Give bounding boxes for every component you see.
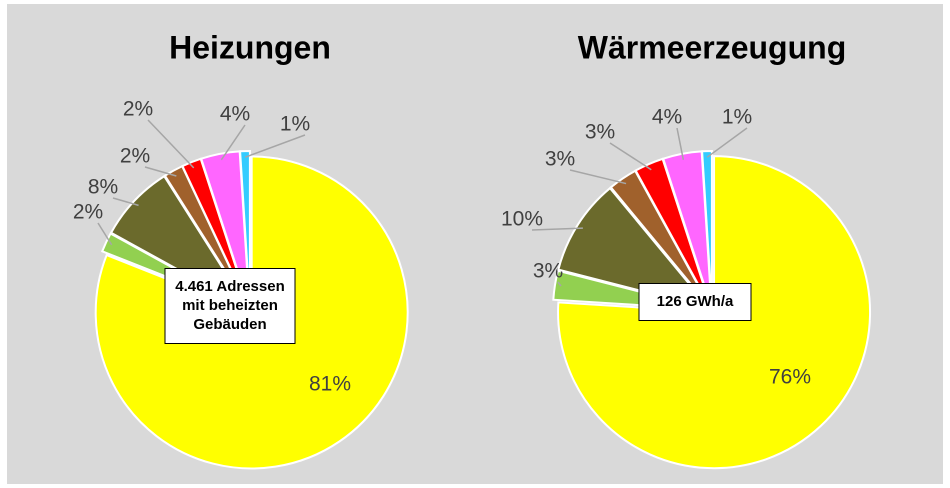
leader-line [706,127,748,158]
chart-title: Heizungen [169,29,331,65]
pie-slice [557,186,713,311]
chart-title: Wärmeerzeugung [578,29,846,65]
annotation-text: mit beheizten [182,297,278,314]
data-label: 2% [73,201,103,224]
pie-slice [701,150,713,308]
leader-line [97,222,113,246]
leader-line [147,119,195,169]
leader-line [144,166,177,177]
data-label: 10% [501,208,543,231]
data-label: 3% [533,260,563,283]
annotation-text: 4.461 Adressen [175,278,285,295]
data-label: 1% [722,106,752,129]
leader-line [244,134,306,158]
data-label: 2% [123,98,153,121]
data-label: 81% [309,373,351,396]
leader-line [569,169,627,185]
leader-line [220,124,246,161]
leader-line [557,281,562,287]
leader-line [676,127,685,160]
annotation-text: 126 GWh/a [657,293,734,310]
data-label: 2% [120,145,150,168]
data-label: 76% [769,366,811,389]
pie-slice [557,155,872,470]
data-label: 8% [88,176,118,199]
annotation-box [638,283,752,321]
data-label: 1% [280,113,310,136]
leader-line [112,197,139,207]
leader-line [609,142,652,171]
data-label: 4% [652,106,682,129]
leader-line [531,227,583,231]
data-label: 4% [220,103,250,126]
data-label: 3% [545,148,575,171]
data-label: 3% [585,121,615,144]
annotation-text: Gebäuden [193,316,266,333]
annotation-box [164,268,296,344]
